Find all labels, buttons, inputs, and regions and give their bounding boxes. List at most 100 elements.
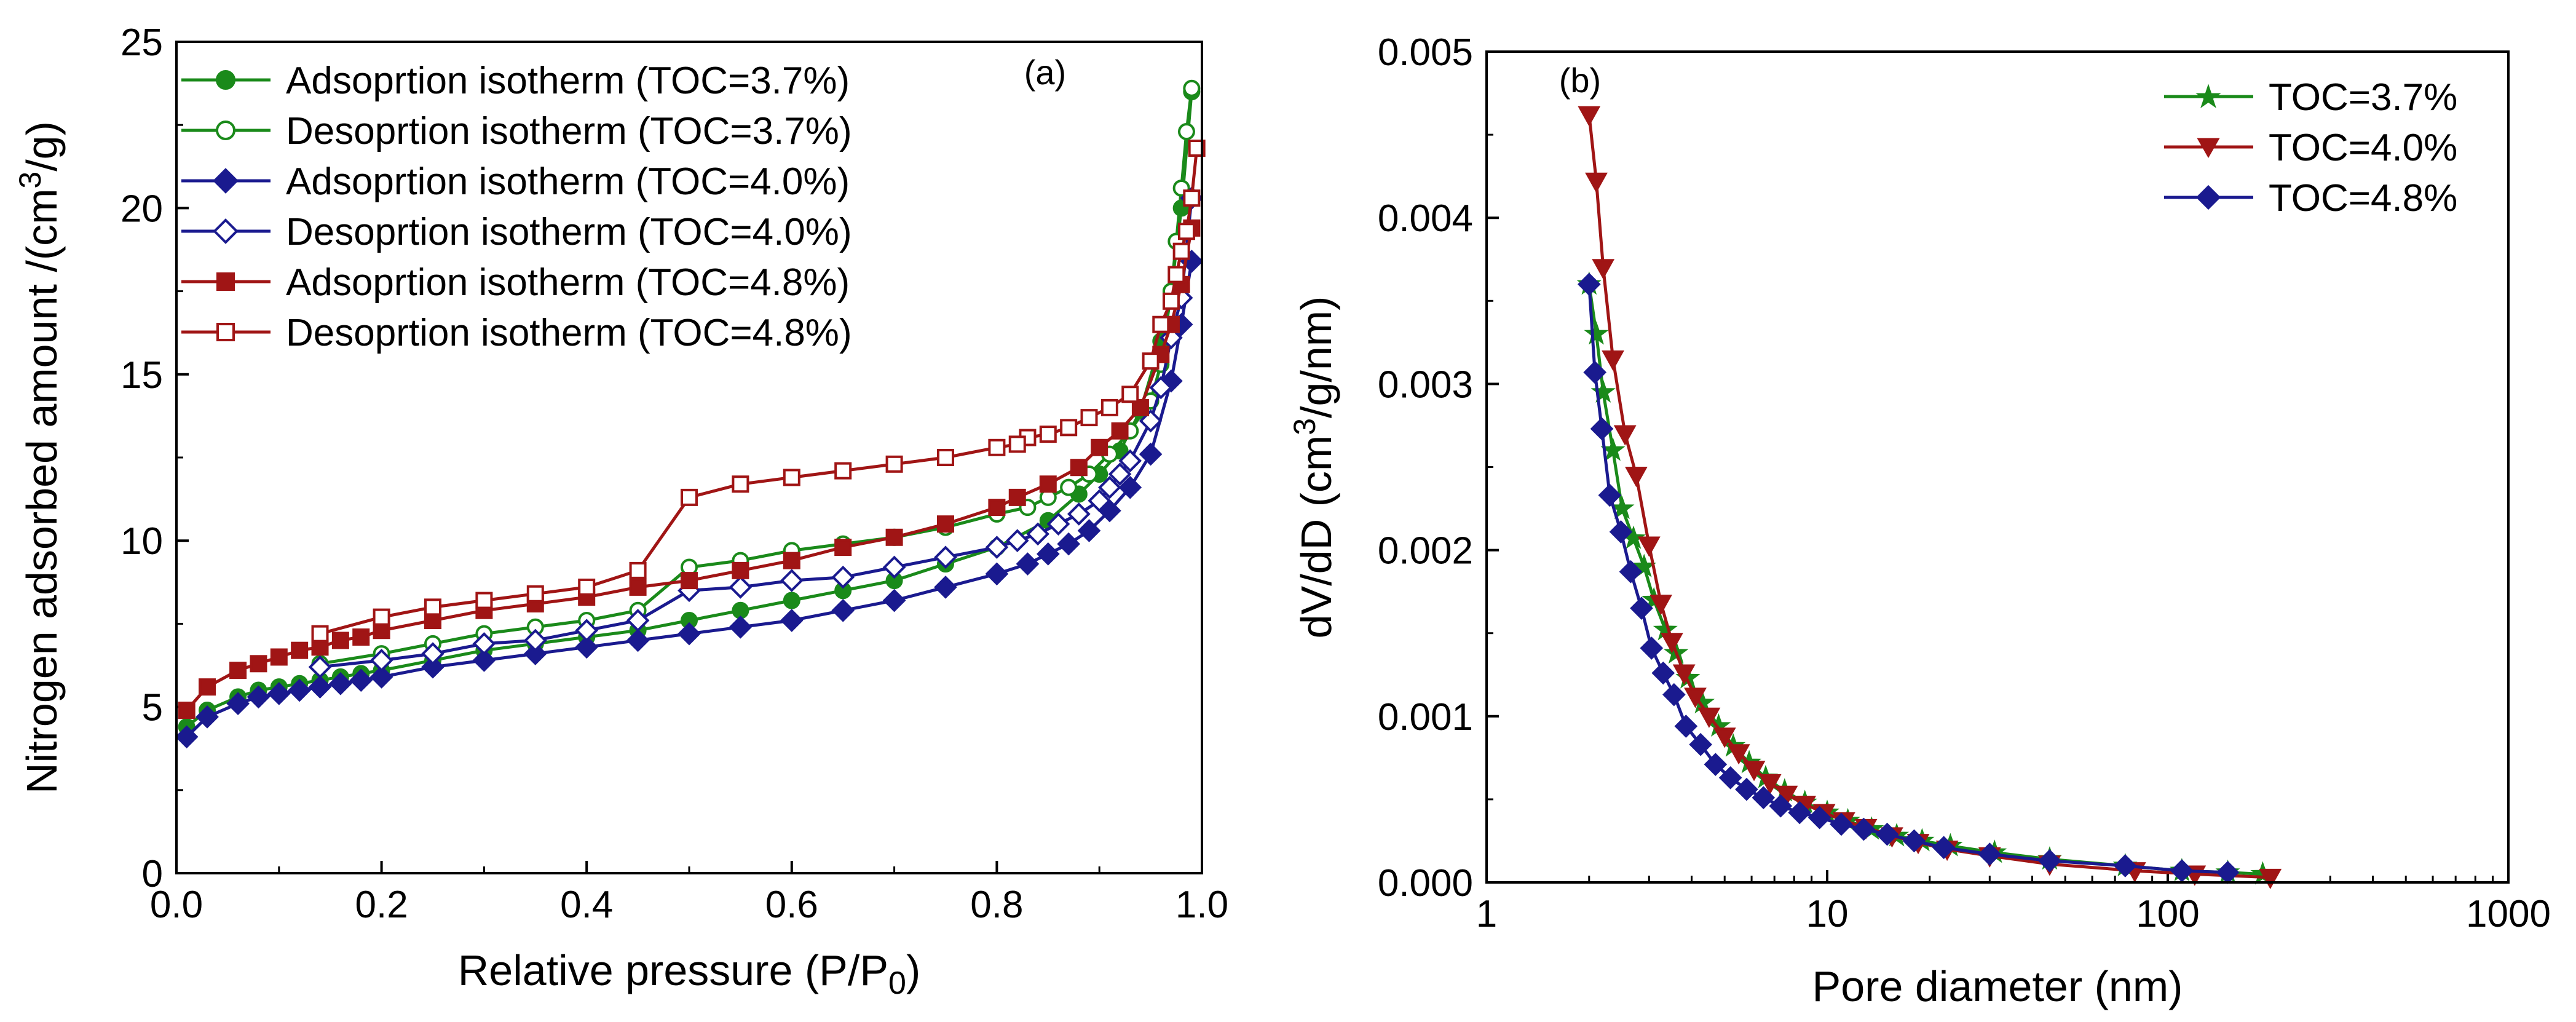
data-point (1183, 79, 1201, 97)
svg-text:TOC=4.0%: TOC=4.0% (2269, 127, 2457, 169)
data-point (1651, 661, 1675, 685)
data-point (732, 561, 749, 579)
data-point (1592, 259, 1615, 280)
x-tick-label: 0.2 (355, 884, 408, 926)
data-point (1697, 707, 1721, 728)
y-tick-label: 25 (121, 22, 163, 64)
data-point (424, 598, 441, 616)
data-point (475, 592, 493, 609)
data-point (1808, 806, 1831, 830)
data-point (1142, 352, 1160, 370)
data-point (678, 622, 701, 646)
data-point (1162, 292, 1180, 310)
data-point (988, 499, 1006, 517)
data-point (882, 555, 906, 579)
data-point (1875, 822, 1899, 846)
legend-entry: Desoprtion isotherm (TOC=3.7%) (181, 110, 852, 153)
series-line (1587, 114, 2270, 879)
data-point (934, 576, 957, 599)
data-point (1046, 512, 1070, 536)
data-point (1026, 522, 1049, 546)
data-point (885, 528, 903, 546)
x-tick-label: 0.8 (970, 884, 1023, 926)
data-point (1713, 727, 1736, 748)
legend-b: TOC=3.7% TOC=4.0% TOC=4.8% (2164, 76, 2457, 220)
data-point (1684, 687, 1707, 708)
data-point (934, 545, 957, 569)
data-point (1039, 426, 1057, 443)
data-point (373, 608, 390, 626)
data-point (288, 678, 311, 702)
svg-text:Desoprtion isotherm (TOC=3.7%): Desoprtion isotherm (TOC=3.7%) (286, 110, 852, 153)
data-point (1640, 636, 1664, 660)
y-axis-label-a: Nitrogen adsorbed amount /(cm3/g) (13, 121, 66, 794)
x-tick-label: 0.4 (560, 884, 613, 926)
series-toc-4-8- (1577, 272, 2240, 884)
legend-entry: Desoprtion isotherm (TOC=4.0%) (181, 211, 852, 253)
y-tick-label: 0.004 (1378, 197, 1473, 240)
data-point (1718, 766, 1742, 790)
data-point (1008, 488, 1026, 506)
data-point (1118, 475, 1142, 499)
data-point (2038, 849, 2061, 873)
panel-label-a: (a) (1024, 53, 1066, 92)
data-point (1662, 683, 1686, 707)
data-point (1788, 801, 1811, 825)
data-point (1769, 794, 1793, 818)
data-point (1098, 475, 1121, 499)
series-desoprtion-isotherm-toc-4-8- (311, 140, 1206, 643)
series-line (1587, 283, 2263, 876)
data-point (1609, 520, 1633, 544)
y-tick-label: 20 (121, 188, 163, 230)
data-point (196, 705, 219, 729)
data-point (1121, 386, 1139, 403)
data-point (2113, 854, 2137, 877)
x-tick-label: 0.0 (150, 884, 203, 926)
data-point (267, 682, 291, 705)
data-point (1637, 536, 1661, 557)
data-point (1070, 459, 1088, 477)
y-tick-label: 0 (142, 853, 163, 895)
data-point (1060, 419, 1078, 437)
data-point (1775, 785, 1798, 806)
data-point (1039, 475, 1057, 493)
legend-entry: TOC=4.8% (2164, 177, 2457, 220)
data-point (1177, 223, 1195, 240)
plot-frame-b (1485, 50, 2510, 884)
data-point (1932, 836, 1956, 860)
legend-entry: TOC=3.7% (2164, 76, 2457, 119)
data-point (988, 438, 1006, 456)
data-point (1689, 732, 1712, 756)
legend-entry: TOC=4.0% (2164, 127, 2457, 169)
y-axis-label-b: dV/dD (cm3/g/nm) (1287, 296, 1340, 639)
data-point (729, 576, 753, 599)
data-point (1583, 360, 1607, 384)
svg-text:Adsoprtion isotherm (TOC=4.0%): Adsoprtion isotherm (TOC=4.0%) (286, 160, 850, 203)
data-point (629, 578, 647, 596)
legend-entry: Adsoprtion isotherm (TOC=4.8%) (181, 261, 850, 304)
legend-entry: Desoprtion isotherm (TOC=4.8%) (181, 312, 852, 354)
data-point (1077, 519, 1101, 542)
data-point (575, 619, 599, 643)
data-point (681, 572, 698, 590)
x-axis-label-a: Relative pressure (P/P0) (458, 946, 921, 1001)
data-point (1650, 595, 1672, 616)
data-point (1619, 560, 1643, 584)
x-tick-label: 1 (1476, 893, 1497, 935)
x-tick-label: 100 (2136, 893, 2199, 935)
data-point (783, 552, 800, 569)
svg-text:TOC=3.7%: TOC=3.7% (2269, 76, 2457, 119)
data-point (1005, 529, 1029, 553)
data-point (578, 578, 596, 596)
data-point (369, 649, 393, 672)
data-point (331, 632, 349, 649)
data-point (1704, 753, 1728, 776)
data-point (1752, 786, 1776, 810)
data-point (882, 588, 906, 612)
data-point (575, 635, 599, 659)
data-point (2216, 860, 2240, 884)
data-point (1585, 172, 1608, 193)
data-point (885, 455, 903, 473)
data-point (1036, 542, 1060, 566)
